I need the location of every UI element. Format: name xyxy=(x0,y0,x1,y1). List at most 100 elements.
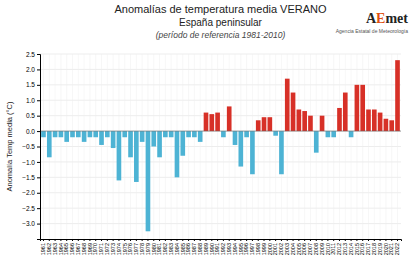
grid-line-x xyxy=(188,54,189,239)
bar xyxy=(262,117,267,131)
x-tick-mark xyxy=(89,239,90,241)
x-tick-mark xyxy=(258,239,259,241)
x-tick-mark xyxy=(322,239,323,241)
bar xyxy=(343,93,348,132)
title: Anomalías de temperatura media VERANO xyxy=(114,3,327,15)
grid-line-x xyxy=(217,54,218,239)
x-tick-mark xyxy=(136,239,137,241)
grid-line-x xyxy=(304,54,305,239)
bar xyxy=(337,108,342,131)
logo: AEmet xyxy=(366,11,408,26)
x-tick-mark xyxy=(60,239,61,241)
bar xyxy=(59,131,64,137)
x-tick-mark xyxy=(264,239,265,241)
x-tick-mark xyxy=(142,239,143,241)
x-tick-mark xyxy=(194,239,195,241)
y-tick: 1.5 xyxy=(26,81,40,88)
bar xyxy=(146,131,151,231)
bar xyxy=(88,131,93,137)
grid-line-x xyxy=(171,54,172,239)
x-tick-mark xyxy=(229,239,230,241)
bar xyxy=(99,131,104,145)
y-tick-label: 1.0 xyxy=(26,97,35,104)
bar xyxy=(128,131,133,157)
x-tick-mark xyxy=(391,239,392,241)
x-tick-mark xyxy=(107,239,108,241)
grid-line-x xyxy=(165,54,166,239)
x-tick-mark xyxy=(293,239,294,241)
grid-line-y xyxy=(40,146,401,147)
x-tick-mark xyxy=(200,239,201,241)
bar xyxy=(76,131,81,137)
grid-line-x xyxy=(205,54,206,239)
x-tick-mark xyxy=(78,239,79,241)
grid-line-x xyxy=(298,54,299,239)
bar xyxy=(47,131,52,157)
bar xyxy=(215,113,220,132)
grid-line-x xyxy=(258,54,259,239)
x-tick-mark xyxy=(246,239,247,241)
y-tick: −1.5 xyxy=(22,174,40,181)
x-tick-mark xyxy=(211,239,212,241)
bar xyxy=(285,79,290,131)
bar xyxy=(279,131,284,174)
grid-line-x xyxy=(124,54,125,239)
grid-line-x xyxy=(362,54,363,239)
x-tick-mark xyxy=(130,239,131,241)
y-tick-label: 0.0 xyxy=(26,128,35,135)
x-tick-mark xyxy=(269,239,270,241)
y-tick-mark xyxy=(37,131,40,132)
bar xyxy=(117,131,122,180)
x-tick-mark xyxy=(223,239,224,241)
x-tick-mark xyxy=(49,239,50,241)
bar xyxy=(227,106,232,131)
bar xyxy=(93,131,98,137)
bar xyxy=(268,117,273,131)
bars xyxy=(40,60,401,231)
bar xyxy=(297,110,302,132)
x-tick-label: 2022 xyxy=(394,243,400,255)
bar xyxy=(163,131,168,137)
y-tick: 2.0 xyxy=(26,66,40,73)
bar xyxy=(366,110,371,132)
x-tick-mark xyxy=(235,239,236,241)
bar xyxy=(250,131,255,174)
y-tick-label: −3.0 xyxy=(22,220,35,227)
bar xyxy=(111,131,116,148)
bar xyxy=(192,131,197,137)
grid-line-x xyxy=(43,54,44,239)
grid-line-x xyxy=(333,54,334,239)
bar xyxy=(70,131,75,137)
y-tick-label: −1.5 xyxy=(22,174,35,181)
y-tick: −0.5 xyxy=(22,143,40,150)
grid-line-x xyxy=(264,54,265,239)
grid-line-x xyxy=(235,54,236,239)
grid-line-y xyxy=(40,223,401,224)
x-tick-mark xyxy=(113,239,114,241)
chart-svg: −3.0−2.5−2.0−1.5−1.0−0.50.00.51.01.52.02… xyxy=(0,0,413,261)
x-tick-mark xyxy=(316,239,317,241)
x-tick-mark xyxy=(66,239,67,241)
x-tick-mark xyxy=(205,239,206,241)
grid-line-x xyxy=(327,54,328,239)
grid-line-x xyxy=(78,54,79,239)
x-tick-mark xyxy=(374,239,375,241)
y-tick: 0.0 xyxy=(26,128,40,135)
y-axis-line xyxy=(37,55,41,240)
bar xyxy=(233,131,238,145)
bar xyxy=(82,131,87,142)
subtitle: (período de referencia 1981-2010) xyxy=(156,30,286,40)
y-tick-mark xyxy=(37,162,40,163)
y-tick: 0.5 xyxy=(26,112,40,119)
bar xyxy=(378,113,383,132)
grid-line-x xyxy=(101,54,102,239)
y-tick-mark xyxy=(37,116,40,117)
grid-line-y xyxy=(40,208,401,209)
y-tick: −2.0 xyxy=(22,189,40,196)
bar xyxy=(198,131,203,142)
baseline xyxy=(40,131,401,132)
y-tick-label: 0.5 xyxy=(26,112,35,119)
logo-part: E xyxy=(376,11,385,26)
grid-line-x xyxy=(60,54,61,239)
x-tick-mark xyxy=(362,239,363,241)
